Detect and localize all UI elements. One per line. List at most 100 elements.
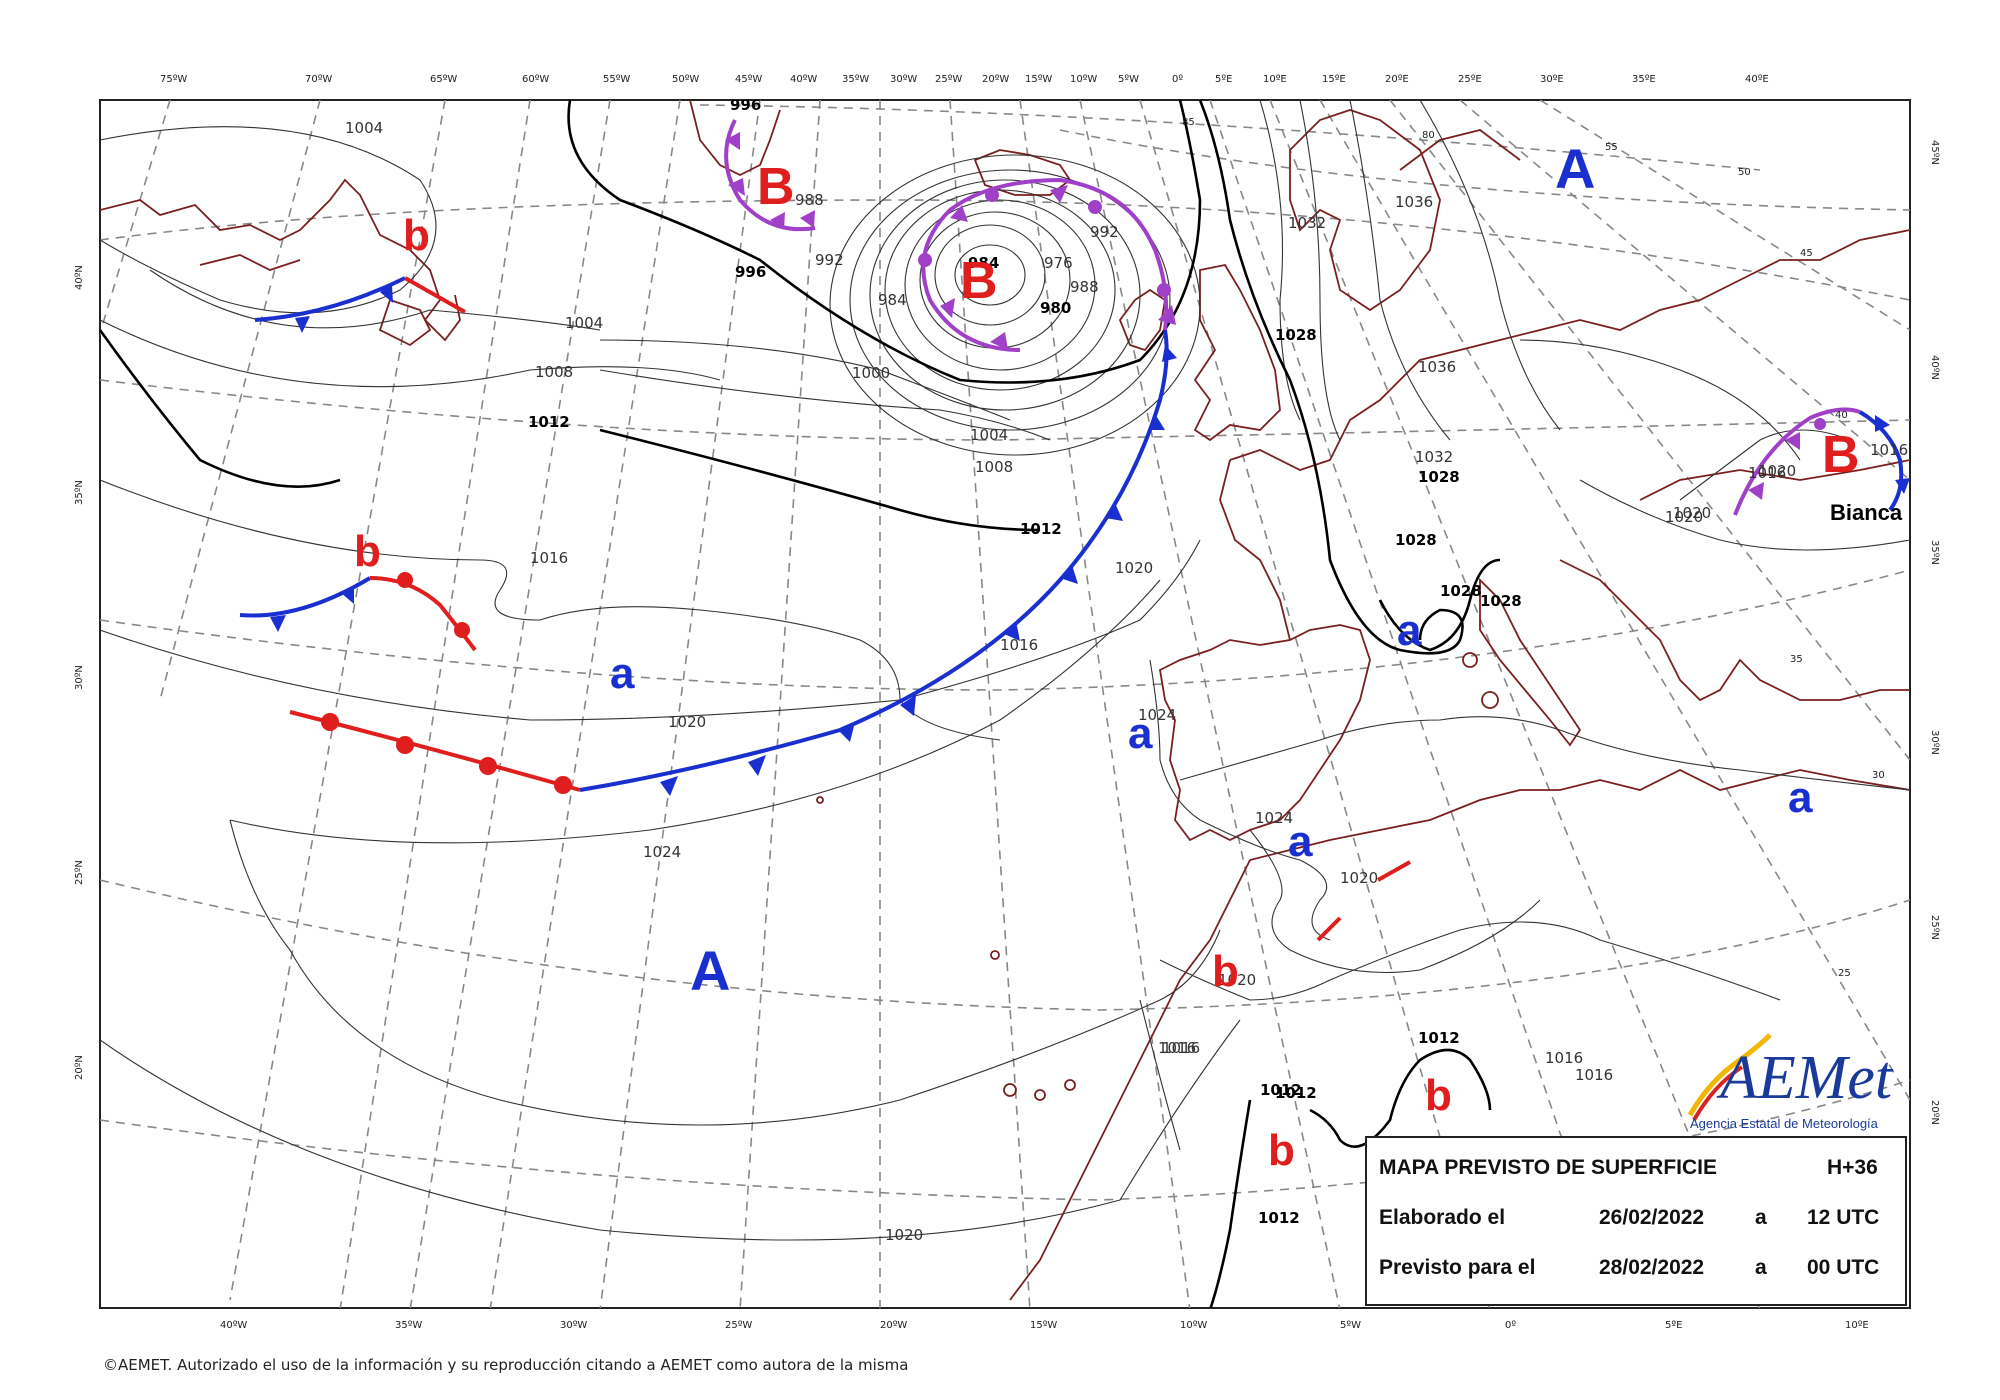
svg-text:1004: 1004 (970, 426, 1008, 444)
svg-text:1028: 1028 (1480, 592, 1522, 610)
svg-text:40ºW: 40ºW (220, 1320, 247, 1331)
svg-text:20ºN: 20ºN (1929, 1100, 1940, 1125)
svg-text:45ºN: 45ºN (1929, 140, 1940, 165)
svg-text:20ºE: 20ºE (1385, 74, 1409, 85)
svg-text:35ºN: 35ºN (74, 480, 85, 505)
pressure-centers: A A B B B a a a a a b b b b b Bianca (354, 137, 1903, 1175)
svg-text:1016: 1016 (1545, 1049, 1583, 1067)
greenland-occluded-front (724, 119, 816, 232)
map-frame (99, 99, 1911, 1309)
info-title-row: MAPA PREVISTO DE SUPERFICIE H+36 (1367, 1146, 1905, 1186)
svg-text:15ºE: 15ºE (1322, 74, 1346, 85)
graticule (100, 100, 1910, 1308)
bianca-occluded-front (1733, 407, 1861, 516)
svg-text:25ºN: 25ºN (1929, 915, 1940, 940)
relative-low: b (1212, 947, 1239, 996)
svg-text:1000: 1000 (852, 364, 890, 382)
svg-text:55: 55 (1605, 142, 1618, 153)
relative-low: b (403, 211, 430, 260)
occluded-front (921, 177, 1169, 352)
forecast-horizon: H+36 (1827, 1156, 1878, 1179)
svg-text:10ºW: 10ºW (1070, 74, 1097, 85)
mid-atlantic-cold-front (239, 576, 372, 618)
svg-text:10ºE: 10ºE (1845, 1320, 1869, 1331)
relative-high: a (1288, 817, 1313, 866)
svg-text:988: 988 (795, 191, 824, 209)
svg-text:1028: 1028 (1275, 326, 1317, 344)
high-center: A (690, 939, 730, 1002)
svg-text:992: 992 (1090, 223, 1119, 241)
copyright-notice: ©AEMET. Autorizado el uso de la informac… (103, 1356, 909, 1374)
svg-text:996: 996 (730, 96, 761, 114)
svg-text:35ºN: 35ºN (1929, 540, 1940, 565)
bold-isobars (100, 100, 1501, 1308)
fronts (239, 119, 1910, 942)
svg-text:996: 996 (735, 263, 766, 281)
svg-text:1020: 1020 (1340, 869, 1378, 887)
svg-text:1020: 1020 (1115, 559, 1153, 577)
svg-text:1024: 1024 (643, 843, 681, 861)
svg-text:30: 30 (1872, 770, 1885, 781)
svg-text:50ºW: 50ºW (672, 74, 699, 85)
svg-text:1016: 1016 (1000, 636, 1038, 654)
svg-text:20ºW: 20ºW (982, 74, 1009, 85)
svg-text:40ºN: 40ºN (74, 265, 85, 290)
svg-text:80: 80 (1422, 130, 1435, 141)
isobar-labels: 1004 1004 1008 1012 1016 1020 1024 1020 … (345, 96, 1908, 1244)
svg-text:1024: 1024 (1138, 706, 1176, 724)
relative-high: a (610, 649, 635, 698)
svg-text:25ºE: 25ºE (1458, 74, 1482, 85)
relative-high: a (1128, 709, 1153, 758)
logo-subtitle: Agencia Estatal de Meteorología (1690, 1116, 1878, 1131)
svg-text:1012: 1012 (1418, 1029, 1460, 1047)
svg-text:984: 984 (878, 291, 907, 309)
svg-text:1024: 1024 (1255, 809, 1293, 827)
svg-text:1032: 1032 (1415, 448, 1453, 466)
svg-text:85: 85 (1182, 117, 1195, 128)
svg-text:1008: 1008 (975, 458, 1013, 476)
svg-text:5ºW: 5ºW (1118, 74, 1139, 85)
elaborated-date: 26/02/2022 (1599, 1206, 1705, 1229)
high-center: A (1555, 137, 1595, 200)
svg-text:40: 40 (1835, 410, 1848, 421)
left-lat-labels: 40ºN 35ºN 30ºN 25ºN 20ºN (74, 265, 85, 1080)
svg-text:20ºW: 20ºW (880, 1320, 907, 1331)
svg-text:1020: 1020 (1758, 462, 1796, 480)
svg-text:30ºW: 30ºW (890, 74, 917, 85)
svg-text:1012: 1012 (1020, 520, 1062, 538)
svg-text:1012: 1012 (1258, 1209, 1300, 1227)
svg-text:15ºW: 15ºW (1025, 74, 1052, 85)
svg-text:1028: 1028 (1418, 468, 1460, 486)
svg-text:1020: 1020 (885, 1226, 923, 1244)
occluded-front-markers (918, 185, 1176, 350)
svg-text:30ºN: 30ºN (1929, 730, 1940, 755)
relative-low: b (1268, 1126, 1295, 1175)
svg-text:5ºE: 5ºE (1215, 74, 1232, 85)
svg-text:35ºW: 35ºW (395, 1320, 422, 1331)
svg-text:40ºN: 40ºN (1929, 355, 1940, 380)
svg-text:1020: 1020 (1665, 508, 1703, 526)
aemet-logo: AEMet (1687, 1033, 1894, 1121)
forecast-info-box: MAPA PREVISTO DE SUPERFICIE H+36 Elabora… (1365, 1136, 1907, 1306)
cold-front (579, 329, 1169, 792)
svg-text:20ºN: 20ºN (74, 1055, 85, 1080)
svg-text:1028: 1028 (1395, 531, 1437, 549)
svg-text:1016: 1016 (1162, 1039, 1200, 1057)
svg-text:1012: 1012 (1260, 1081, 1302, 1099)
low-center: B (960, 252, 998, 310)
svg-text:1020: 1020 (668, 713, 706, 731)
right-lat-labels: 45ºN 40ºN 35ºN 30ºN 25ºN 20ºN (1929, 140, 1940, 1125)
svg-text:988: 988 (1070, 278, 1099, 296)
top-lon-labels: 75ºW 70ºW 65ºW 60ºW 55ºW 50ºW 45ºW 40ºW … (160, 74, 1769, 85)
svg-text:1016: 1016 (530, 549, 568, 567)
relative-high: a (1397, 606, 1422, 655)
svg-text:40ºW: 40ºW (790, 74, 817, 85)
svg-text:10ºW: 10ºW (1180, 1320, 1207, 1331)
svg-text:5ºW: 5ºW (1340, 1320, 1361, 1331)
svg-text:1004: 1004 (565, 314, 603, 332)
valid-time: 00 UTC (1807, 1256, 1880, 1279)
svg-text:1004: 1004 (345, 119, 383, 137)
trough-line (1377, 860, 1411, 882)
warm-front-markers (321, 713, 572, 794)
